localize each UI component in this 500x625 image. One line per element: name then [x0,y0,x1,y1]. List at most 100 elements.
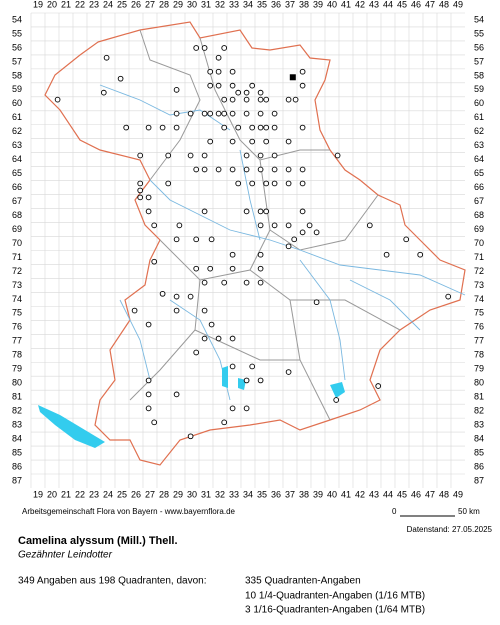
column-label: 47 [425,489,435,499]
occurrence-point [271,110,278,117]
row-label: 57 [474,56,484,66]
occurrence-point [201,279,208,286]
occurrence-point [333,397,340,403]
row-label: 69 [12,224,22,234]
occurrence-point [243,377,250,384]
occurrence-point [243,279,250,286]
row-label: 70 [474,238,484,248]
occurrence-point [313,299,320,306]
row-label: 75 [12,308,22,318]
row-label: 55 [12,28,22,38]
row-label: 73 [12,280,22,290]
row-label: 75 [474,308,484,318]
occurrence-point [229,251,236,258]
occurrence-point [137,187,144,194]
column-label: 25 [117,0,127,9]
row-label: 74 [12,294,22,304]
scientific-name: Camelina alyssum (Mill.) Thell. [18,535,178,547]
occurrence-point [173,86,180,93]
row-label: 65 [12,168,22,178]
row-label: 62 [474,126,484,136]
occurrence-point [207,138,214,145]
row-label: 83 [474,420,484,430]
occurrence-point [243,208,250,215]
occurrence-point [137,180,144,187]
row-label: 57 [12,56,22,66]
column-label: 44 [383,0,393,9]
column-label: 45 [397,489,407,499]
row-label: 60 [474,98,484,108]
occurrence-point [263,138,270,145]
column-label: 23 [89,0,99,9]
column-label: 36 [271,0,281,9]
row-label: 55 [474,28,484,38]
row-label: 68 [12,210,22,220]
region-border [129,29,401,421]
row-label: 59 [12,84,22,94]
occurrence-point [249,138,256,145]
row-label: 86 [474,461,484,471]
occurrence-point [207,82,214,89]
column-label: 36 [271,489,281,499]
occurrence-point [187,293,194,300]
occurrence-point [229,335,236,342]
column-label: 27 [145,0,155,9]
occurrence-point [201,335,208,342]
common-name: Gezähnter Leindotter [18,550,113,561]
occurrence-point [187,110,194,117]
occurrence-point [145,208,152,215]
column-label: 38 [299,0,309,9]
row-label: 84 [474,433,484,443]
lake [38,405,105,448]
occurrence-point [243,89,250,96]
occurrence-point [117,75,124,82]
occurrence-point [243,96,250,103]
row-label: 87 [12,475,22,485]
occurrence-point [173,110,180,117]
row-label: 62 [12,126,22,136]
row-label: 59 [474,84,484,94]
column-label: 24 [103,489,113,499]
row-label: 61 [12,112,22,122]
occurrence-point [221,279,228,286]
row-label: 72 [12,266,22,276]
occurrence-point [299,180,306,187]
row-label: 69 [474,224,484,234]
occurrence-point [193,349,200,356]
occurrence-point [263,124,270,131]
occurrence-point [249,124,256,131]
occurrence-point [229,363,236,370]
row-label: 60 [12,98,22,108]
column-label: 44 [383,489,393,499]
column-label: 34 [243,0,253,9]
occurrence-point [249,82,256,89]
occurrence-point [221,419,228,426]
occurrence-point [285,96,292,103]
occurrence-point [201,110,208,117]
row-label: 80 [474,378,484,388]
row-label: 68 [474,210,484,220]
occurrence-point [366,222,373,229]
occurrence-point [229,110,236,117]
row-label: 64 [474,154,484,164]
occurrence-point [201,208,208,215]
occurrence-point [271,124,278,131]
column-label: 20 [47,0,57,9]
occurrence-point [229,96,236,103]
scale-start: 0 [392,507,397,516]
occurrence-point [123,124,130,131]
column-label: 26 [131,489,141,499]
column-label: 19 [33,489,43,499]
occurrence-point [271,180,278,187]
occurrence-point [193,45,200,51]
stats-summary: 349 Angaben aus 198 Quadranten, davon: [18,576,207,587]
column-label: 32 [215,489,225,499]
occurrence-point [207,110,214,117]
occurrence-point [145,321,152,328]
occurrence-point [257,377,264,384]
occurrence-point [299,124,306,131]
occurrence-point [229,405,236,412]
column-label: 24 [103,0,113,9]
occurrence-point [257,222,264,229]
occurrence-point [145,391,152,398]
